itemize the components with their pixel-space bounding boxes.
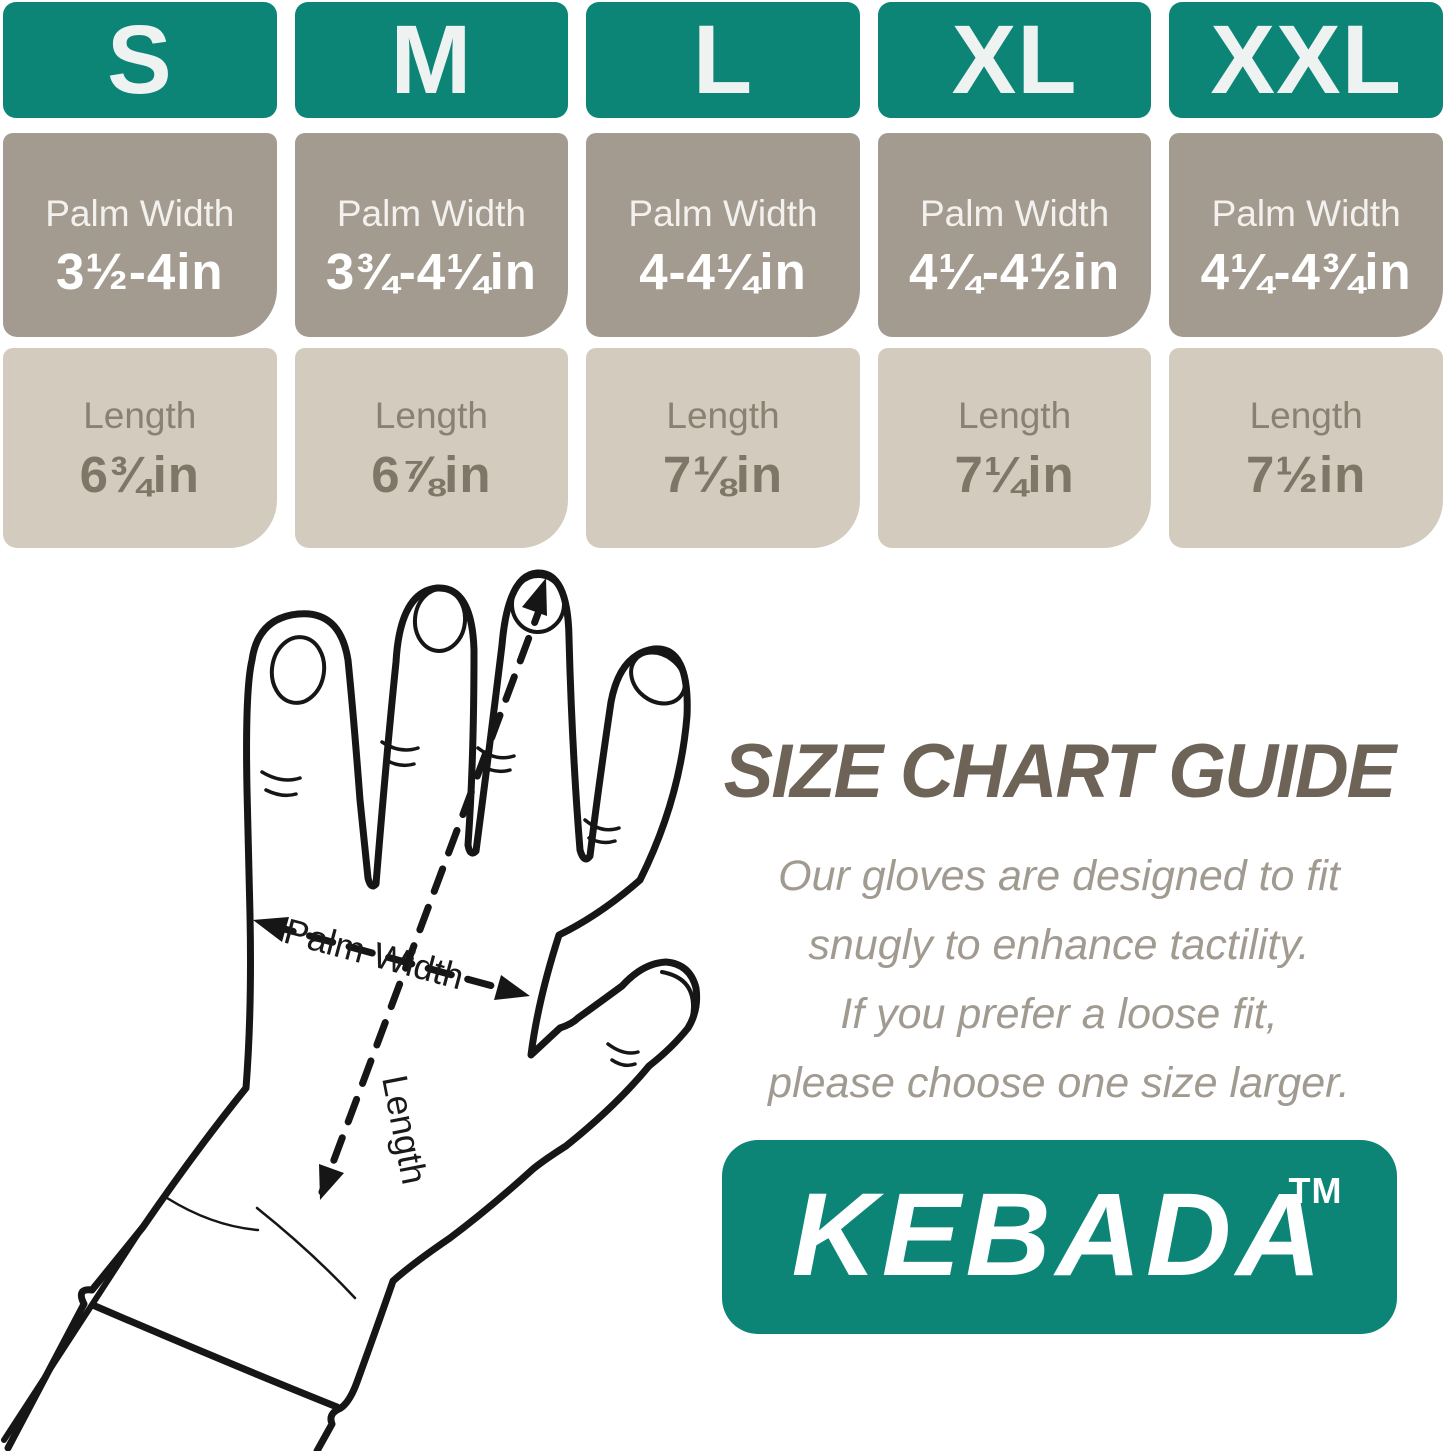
size-header: XXL (1169, 2, 1443, 118)
size-header: L (586, 2, 860, 118)
length-cell: Length 7⅛in (586, 348, 860, 548)
forearm-line (1, 1231, 141, 1443)
length-cell: Length 6¾in (3, 348, 277, 548)
length-cell-label: Length (1249, 394, 1363, 436)
size-header: XL (877, 2, 1152, 118)
wrist-crease (255, 1206, 357, 1300)
palm-width-cell-value: 4-4¼in (639, 243, 807, 300)
guide-text: Our gloves are designed to fit snugly to… (700, 842, 1418, 1118)
size-column-m: M Palm Width 3¾-4¼in Length 6⅞in (294, 2, 569, 548)
guide-title: SIZE CHART GUIDE (723, 729, 1397, 814)
wrist-crease (165, 1196, 260, 1232)
palm-width-cell-label: Palm Width (1211, 193, 1401, 234)
length-cell-label: Length (374, 394, 488, 436)
palm-width-cell: Palm Width 3½-4in (3, 133, 277, 337)
palm-width-cell-label: Palm Width (628, 193, 818, 234)
size-label: XXL (1210, 5, 1402, 114)
length-cell-value: 7½in (1246, 445, 1367, 503)
size-header: M (294, 2, 569, 118)
length-cell-value: 6¾in (79, 445, 200, 503)
guide-text-line: If you prefer a loose fit, (840, 990, 1278, 1038)
length-cell: Length 6⅞in (294, 348, 569, 548)
size-table: S Palm Width 3½-4in Length 6¾in M Palm W… (3, 2, 1443, 548)
size-column-xl: XL Palm Width 4¼-4½in Length 7¼in (877, 2, 1152, 548)
length-cell-label: Length (666, 394, 780, 436)
size-column-xxl: XXL Palm Width 4¼-4¾in Length 7½in (1169, 2, 1443, 548)
cuff-line (91, 1302, 341, 1411)
hand-diagram-svg: Palm Width Length (1, 569, 701, 1455)
palm-width-cell: Palm Width 4-4¼in (586, 133, 860, 337)
size-label: S (106, 5, 173, 114)
palm-width-cell: Palm Width 3¾-4¼in (294, 133, 569, 337)
length-cell-value: 7⅛in (662, 445, 784, 503)
trademark-symbol: TM (1288, 1170, 1343, 1211)
length-cell: Length 7¼in (877, 348, 1152, 548)
brand-name: KEBADA (791, 1169, 1327, 1301)
fingernails (269, 574, 696, 1038)
palm-width-arrowhead-left (253, 917, 289, 942)
size-column-s: S Palm Width 3½-4in Length 6¾in (3, 2, 277, 548)
size-label: XL (951, 5, 1078, 114)
palm-width-arrow-line (266, 921, 522, 997)
size-column-l: L Palm Width 4-4¼in Length 7⅛in (586, 2, 860, 548)
guide-text-line: snugly to enhance tactility. (808, 921, 1310, 969)
palm-width-cell-label: Palm Width (45, 193, 235, 234)
length-arrow-line (318, 596, 547, 1196)
palm-width-cell: Palm Width 4¼-4¾in (1169, 133, 1443, 337)
palm-width-cell-value: 3¾-4¼in (325, 243, 537, 300)
palm-width-label: Palm Width (280, 910, 468, 997)
guide-text-line: please choose one size larger. (768, 1059, 1350, 1107)
length-arrowhead-bottom (319, 1164, 344, 1200)
guide-text-line: Our gloves are designed to fit (778, 852, 1340, 900)
hand-outline (4, 569, 701, 1455)
hand-illustration: Palm Width Length (0, 560, 720, 1455)
length-cell-label: Length (957, 394, 1072, 436)
length-label: Length (374, 1072, 435, 1188)
palm-width-arrowhead-right (494, 975, 530, 1000)
length-cell-label: Length (83, 394, 197, 436)
length-cell-value: 7¼in (954, 445, 1075, 503)
palm-width-cell: Palm Width 4¼-4½in (877, 133, 1152, 337)
palm-width-cell-label: Palm Width (336, 193, 526, 234)
palm-width-cell-value: 3½-4in (56, 243, 224, 300)
length-cell: Length 7½in (1169, 348, 1443, 548)
size-header: S (3, 2, 277, 118)
palm-width-cell-value: 4¼-4½in (909, 243, 1121, 300)
size-label: M (390, 5, 473, 114)
palm-width-cell-value: 4¼-4¾in (1200, 243, 1412, 300)
palm-width-cell-label: Palm Width (920, 193, 1110, 234)
finger-creases (260, 740, 640, 1068)
brand-logo: KEBADA TM (721, 1140, 1397, 1334)
guide-panel: SIZE CHART GUIDE Our gloves are designed… (700, 700, 1418, 1334)
length-arrowhead-top (522, 578, 547, 616)
length-cell-value: 6⅞in (371, 445, 492, 503)
size-label: L (692, 5, 754, 114)
